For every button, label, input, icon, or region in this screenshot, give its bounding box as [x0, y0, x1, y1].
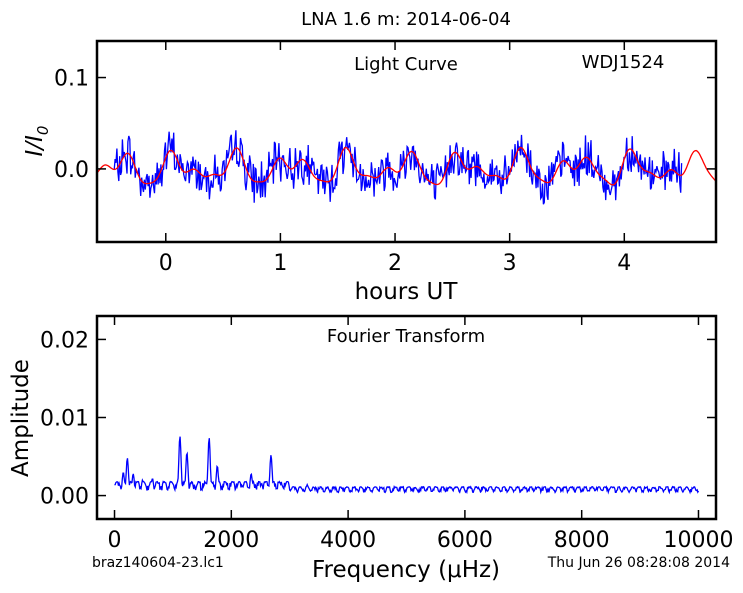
x-tick-label: 4000: [320, 528, 376, 553]
fourier-xlabel: Frequency (μHz): [312, 557, 500, 583]
x-tick-label: 4: [617, 251, 631, 276]
x-tick-label: 6000: [437, 528, 493, 553]
x-tick-label: 3: [503, 251, 517, 276]
star-name-annotation: WDJ1524: [582, 52, 665, 73]
fourier-ticks: 0 2000 4000 6000 8000 10000 0.00 0.01 0.02: [40, 316, 733, 553]
y-tick-label: 0.01: [40, 407, 89, 432]
light-curve-ylabel: I/I0: [22, 126, 52, 157]
y-tick-label: 0.00: [40, 485, 89, 510]
light-curve-fit-line: [96, 146, 717, 186]
x-tick-label: 1: [273, 251, 287, 276]
fourier-panel: 0 2000 4000 6000 8000 10000 0.00 0.01 0.02 Fouri…: [8, 314, 733, 583]
fourier-ylabel: Amplitude: [8, 359, 34, 477]
x-tick-label: 10000: [663, 528, 733, 553]
x-tick-label: 0: [159, 251, 173, 276]
light-curve-axes-frame: [95, 39, 718, 244]
x-tick-label: 0: [108, 528, 122, 553]
light-curve-plot-area: [96, 130, 717, 205]
y-tick-label: 0.0: [54, 158, 89, 183]
footer-filename: braz140604-23.lc1: [92, 555, 224, 571]
x-tick-label: 2000: [203, 528, 259, 553]
footer-timestamp: Thu Jun 26 08:28:08 2014: [547, 555, 730, 571]
fourier-amplitude-line: [114, 436, 700, 495]
x-tick-label: 8000: [554, 528, 610, 553]
light-curve-panel: 0 1 2 3 4 0.0 0.1 Light Curve WDJ1524 hours UT…: [22, 39, 718, 305]
y-tick-label: 0.02: [40, 328, 89, 353]
light-curve-annotation: Light Curve: [354, 54, 458, 75]
light-curve-xlabel: hours UT: [355, 279, 459, 305]
y-tick-label: 0.1: [54, 67, 89, 92]
fourier-plot-area: [114, 436, 700, 495]
light-curve-data-line: [113, 130, 683, 205]
fourier-annotation: Fourier Transform: [327, 326, 485, 347]
light-curve-ticks: 0 1 2 3 4 0.0 0.1: [54, 41, 716, 276]
figure-title: LNA 1.6 m: 2014-06-04: [301, 9, 511, 30]
x-tick-label: 2: [388, 251, 402, 276]
